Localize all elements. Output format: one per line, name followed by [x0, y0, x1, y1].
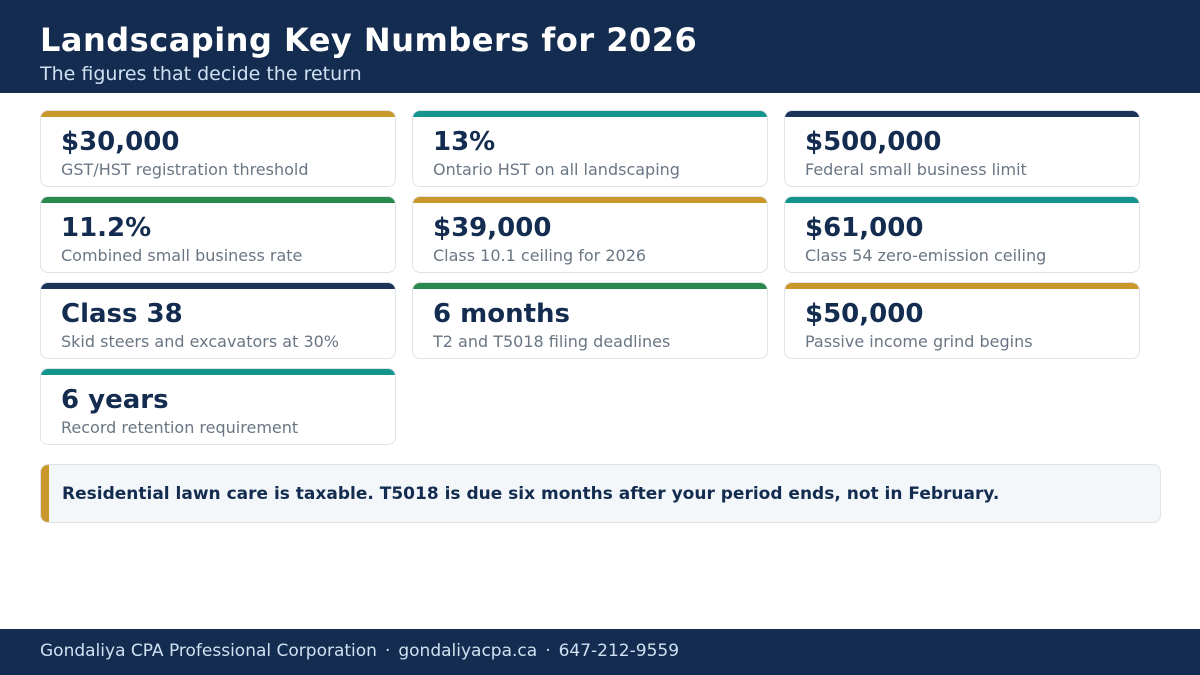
footer-phone: 647-212-9559 [558, 641, 680, 661]
page-title: Landscaping Key Numbers for 2026 [40, 21, 698, 59]
stat-label: GST/HST registration threshold [61, 160, 309, 179]
footer-company: Gondaliya CPA Professional Corporation [40, 641, 377, 661]
stat-card-class-10-1: $39,000 Class 10.1 ceiling for 2026 [412, 196, 768, 273]
footer-separator: · [384, 641, 391, 661]
callout-note: Residential lawn care is taxable. T5018 … [40, 464, 1161, 523]
stat-value: 13% [433, 127, 496, 157]
card-accent-bar [413, 283, 767, 289]
stat-card-ontario-hst: 13% Ontario HST on all landscaping [412, 110, 768, 187]
stat-label: Combined small business rate [61, 246, 303, 265]
stat-value: $39,000 [433, 213, 552, 243]
card-accent-bar [413, 111, 767, 117]
stat-value: $500,000 [805, 127, 942, 157]
stat-value: 6 years [61, 385, 169, 415]
card-accent-bar [785, 283, 1139, 289]
card-accent-bar [41, 283, 395, 289]
stat-label: T2 and T5018 filing deadlines [433, 332, 671, 351]
stat-card-record-retention: 6 years Record retention requirement [40, 368, 396, 445]
stat-label: Class 10.1 ceiling for 2026 [433, 246, 647, 265]
card-accent-bar [413, 197, 767, 203]
stat-value: 6 months [433, 299, 571, 329]
card-accent-bar [41, 111, 395, 117]
stat-value: Class 38 [61, 299, 183, 329]
stat-card-small-business-rate: 11.2% Combined small business rate [40, 196, 396, 273]
stat-value: $61,000 [805, 213, 924, 243]
stat-value: 11.2% [61, 213, 152, 243]
footer-website: gondaliyacpa.ca [398, 641, 538, 661]
stat-card-class-54: $61,000 Class 54 zero-emission ceiling [784, 196, 1140, 273]
stat-card-passive-income: $50,000 Passive income grind begins [784, 282, 1140, 359]
footer-line: Gondaliya CPA Professional Corporation · g… [40, 640, 679, 662]
stat-card-gst-threshold: $30,000 GST/HST registration threshold [40, 110, 396, 187]
page-subtitle: The figures that decide the return [40, 63, 362, 85]
stat-value: $30,000 [61, 127, 180, 157]
footer-separator: · [545, 641, 551, 661]
card-accent-bar [785, 111, 1139, 117]
footer-bar: Gondaliya CPA Professional Corporation · g… [0, 629, 1200, 675]
header-banner: Landscaping Key Numbers for 2026 The fig… [0, 0, 1200, 93]
stat-label: Class 54 zero-emission ceiling [805, 246, 1047, 265]
stat-card-filing-deadlines: 6 months T2 and T5018 filing deadlines [412, 282, 768, 359]
card-accent-bar [41, 369, 395, 375]
stat-label: Passive income grind begins [805, 332, 1033, 351]
stat-label: Record retention requirement [61, 418, 299, 437]
callout-accent-bar [41, 465, 49, 522]
stat-label: Federal small business limit [805, 160, 1027, 179]
stat-label: Skid steers and excavators at 30% [61, 332, 340, 351]
stat-label: Ontario HST on all landscaping [433, 160, 680, 179]
card-accent-bar [785, 197, 1139, 203]
stat-card-small-business-limit: $500,000 Federal small business limit [784, 110, 1140, 187]
stat-value: $50,000 [805, 299, 924, 329]
callout-text: Residential lawn care is taxable. T5018 … [62, 484, 1000, 504]
card-accent-bar [41, 197, 395, 203]
stat-card-class-38: Class 38 Skid steers and excavators at 3… [40, 282, 396, 359]
